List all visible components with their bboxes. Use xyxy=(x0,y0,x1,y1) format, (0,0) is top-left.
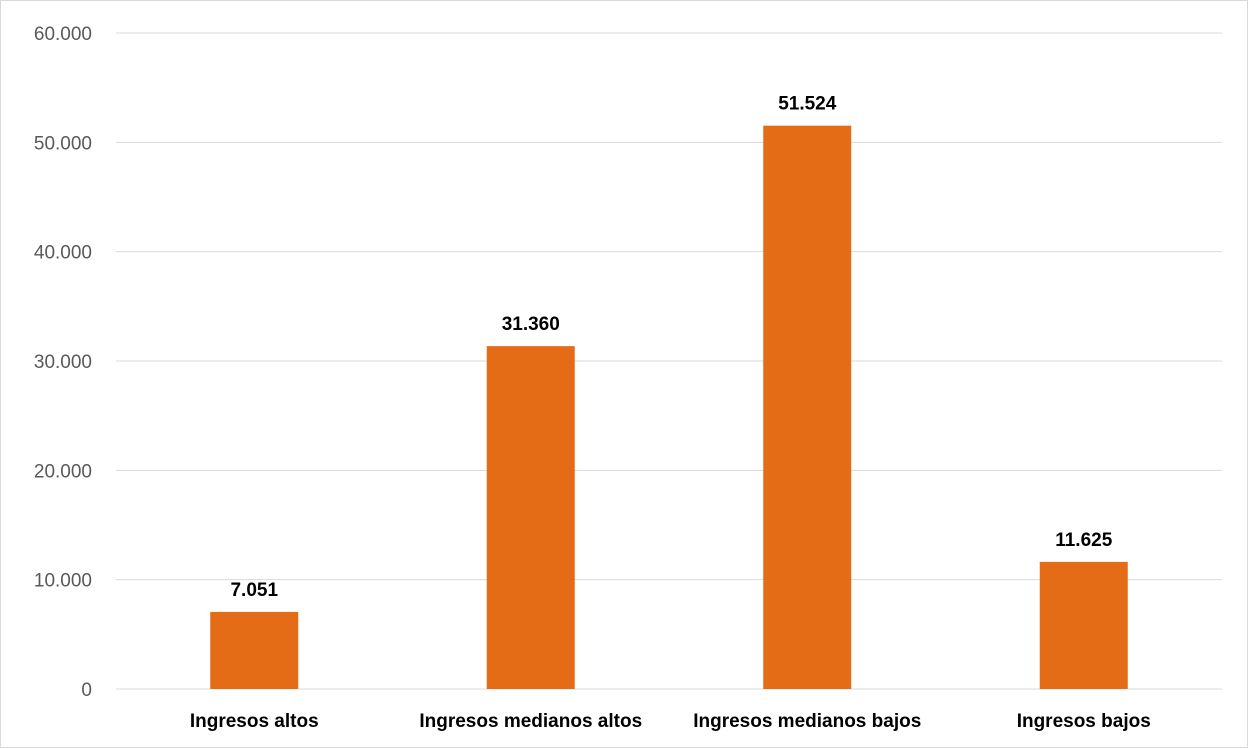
y-tick-label: 50.000 xyxy=(34,133,92,154)
category-label: Ingresos altos xyxy=(190,711,319,732)
bar xyxy=(1039,561,1128,689)
x-axis-category-labels: Ingresos altos Ingresos medianos altos Ing… xyxy=(190,711,1151,732)
bar xyxy=(763,125,852,689)
bar xyxy=(210,611,299,689)
y-tick-label: 40.000 xyxy=(34,243,92,264)
y-tick-label: 0 xyxy=(81,680,92,701)
bar-value-label: 51.524 xyxy=(778,94,837,115)
category-label: Ingresos bajos xyxy=(1017,711,1151,732)
data-labels: 7.051 31.360 51.524 11.625 xyxy=(230,94,1112,601)
y-tick-label: 10.000 xyxy=(34,571,92,592)
bars xyxy=(210,125,1128,689)
category-label: Ingresos medianos altos xyxy=(419,711,642,732)
y-tick-label: 60.000 xyxy=(34,24,92,45)
bar-value-label: 11.625 xyxy=(1055,530,1112,551)
gridlines xyxy=(116,32,1222,690)
bar-value-label: 31.360 xyxy=(502,314,560,335)
bar xyxy=(486,346,575,689)
y-tick-label: 20.000 xyxy=(34,461,92,482)
category-label: Ingresos medianos bajos xyxy=(693,711,921,732)
bar-value-label: 7.051 xyxy=(230,580,278,601)
y-axis-tick-labels: 0 10.000 20.000 30.000 40.000 50.000 60.000 xyxy=(34,24,92,701)
y-tick-label: 30.000 xyxy=(34,352,92,373)
